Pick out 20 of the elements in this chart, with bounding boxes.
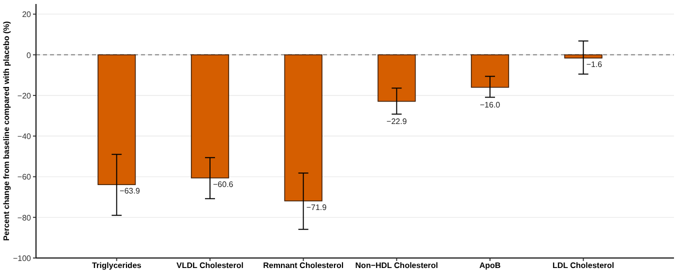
data-label: −1.6 [586,60,603,70]
y-tick-label: 20 [22,10,32,20]
y-tick-label: 0 [26,50,32,60]
data-label: −16.0 [480,100,501,110]
data-label: −63.9 [120,186,140,196]
y-tick-label: −80 [17,213,32,222]
data-label: −71.9 [306,202,328,212]
y-tick-label: −40 [17,132,32,142]
x-tick-label: LDL Cholesterol [552,261,614,270]
y-tick-label: −20 [17,91,32,100]
x-tick-label: Remnant Cholesterol [263,261,344,270]
x-tick-label: ApoB [479,261,501,270]
x-tick-label: Triglycerides [92,261,142,270]
data-label: −22.9 [386,117,408,126]
x-tick-label: Non−HDL Cholesterol [355,261,438,270]
y-tick-label: −60 [17,172,32,182]
data-label: −60.6 [213,180,234,189]
y-axis-title: Percent change from baseline compared with placebo (%) [2,20,11,241]
x-tick-label: VLDL Cholesterol [176,261,244,270]
y-tick-label: −100 [12,254,32,263]
